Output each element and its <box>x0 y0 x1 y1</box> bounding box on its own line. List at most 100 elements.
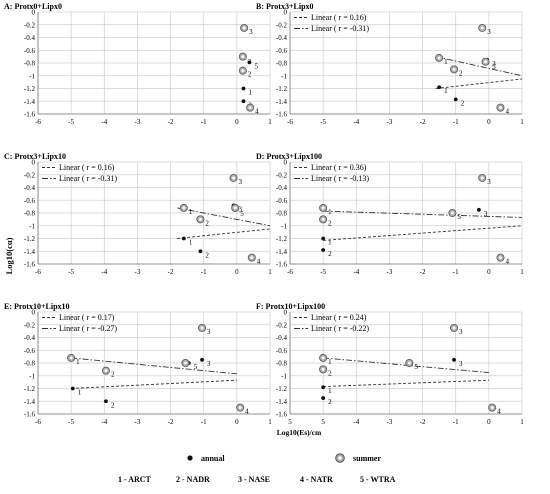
legend-label: Linear ( r = 0.24) <box>311 313 367 322</box>
point-label: 1 <box>248 89 252 97</box>
station-key-1: 1 - ARCT <box>118 475 152 484</box>
summer-point-center <box>200 326 204 330</box>
y-tick-label: -1.6 <box>24 111 36 119</box>
summer-point-center <box>233 206 237 210</box>
station-key-2: 2 - NADR <box>176 475 210 484</box>
point-label: 1 <box>328 239 332 247</box>
summer-point-center <box>242 26 246 30</box>
trendline <box>177 228 271 239</box>
y-tick-label: -0.6 <box>24 47 36 55</box>
legend-label: Linear ( r = -0.27) <box>59 324 117 333</box>
point-label: 2 <box>205 219 209 227</box>
panel-title: C: Protx3+Lipx10 <box>4 152 66 161</box>
y-tick-label: -0.8 <box>276 60 288 68</box>
panel-2: B: Protx3+Lipx00-0.2-0.4-0.6-0.8-1-1.2-1… <box>256 2 524 126</box>
x-tick-label: 1 <box>520 418 524 426</box>
panel-title: D: Protx3+Lipx100 <box>256 152 322 161</box>
point-label: 4 <box>505 258 509 266</box>
x-tick-label: 5 <box>288 418 292 426</box>
y-tick-label: -1.4 <box>24 398 36 406</box>
legend-label: Linear ( r = -0.31) <box>59 174 117 183</box>
x-tick-label: -5 <box>320 118 326 126</box>
legend-label: Linear ( r = 0.16) <box>311 13 367 22</box>
y-tick-label: -1 <box>281 372 287 380</box>
summer-point-center <box>241 69 245 73</box>
point-label: 1 <box>189 208 193 216</box>
y-tick-label: -1.2 <box>24 235 36 243</box>
y-tick-label: -0.6 <box>24 197 36 205</box>
annual-point <box>181 236 186 241</box>
x-tick-label: 0 <box>235 118 239 126</box>
trendline <box>323 379 489 388</box>
y-tick-label: -1.4 <box>276 98 288 106</box>
y-tick-label: -1.6 <box>24 261 36 269</box>
panel-6: F: Protx10+Lipx1000-0.2-0.4-0.6-0.8-1-1.… <box>256 302 524 426</box>
panel-title: E: Protx10+Lipx10 <box>4 302 70 311</box>
x-tick-label: -3 <box>135 268 141 276</box>
point-label: 2 <box>328 398 332 406</box>
annual-point <box>200 357 204 362</box>
x-tick-label: -4 <box>101 268 107 276</box>
y-tick-label: -1.4 <box>24 248 36 256</box>
x-tick-label: -1 <box>201 268 207 276</box>
y-tick-label: -0.8 <box>24 60 36 68</box>
x-tick-label: -6 <box>287 118 293 126</box>
point-label: 3 <box>239 178 243 186</box>
summer-point-center <box>437 56 441 60</box>
y-tick-label: -1.4 <box>276 248 288 256</box>
x-tick-label: -3 <box>135 418 141 426</box>
y-tick-label: -1.6 <box>276 111 288 119</box>
summer-point-center <box>480 26 484 30</box>
panel-title: B: Protx3+Lipx0 <box>256 2 314 11</box>
summer-point-center <box>250 256 254 260</box>
annual-point <box>104 399 108 404</box>
x-tick-label: 1 <box>268 268 272 276</box>
summer-point-center <box>241 55 245 59</box>
y-tick-label: 0 <box>284 159 288 167</box>
summer-marker-key-inner <box>338 456 342 460</box>
point-label: 3 <box>249 28 253 36</box>
summer-point-center <box>321 367 325 371</box>
y-tick-label: -0.2 <box>24 321 36 329</box>
x-tick-label: 0 <box>487 268 491 276</box>
annual-point <box>321 396 326 400</box>
station-key-3: 3 - NASE <box>238 475 270 484</box>
x-tick-label: -5 <box>68 418 74 426</box>
y-axis-label: Log10(cα) <box>4 237 14 274</box>
point-label: 2 <box>248 71 252 79</box>
summer-point-center <box>484 60 487 64</box>
station-key-4: 4 - NATR <box>300 475 333 484</box>
y-tick-label: -0.8 <box>276 210 288 218</box>
annual-point <box>452 357 456 362</box>
summer-point-center <box>321 356 325 360</box>
x-tick-label: -4 <box>353 118 359 126</box>
point-label: 1 <box>444 87 448 95</box>
x-tick-label: -4 <box>101 418 107 426</box>
x-tick-label: -1 <box>453 418 459 426</box>
annual-point <box>321 236 326 241</box>
point-label: 1 <box>328 208 332 216</box>
x-tick-label: -5 <box>320 268 326 276</box>
y-tick-label: -0.8 <box>24 210 36 218</box>
y-tick-label: -0.8 <box>276 360 288 368</box>
x-tick-label: -2 <box>420 118 426 126</box>
x-tick-label: -6 <box>35 268 41 276</box>
point-label: 2 <box>459 69 463 77</box>
panel-1: A: Protx0+Lipx00-0.2-0.4-0.6-0.8-1-1.2-1… <box>4 2 272 126</box>
x-tick-label: 1 <box>268 418 272 426</box>
summer-point-center <box>238 406 242 410</box>
point-label: 2 <box>328 219 332 227</box>
x-tick-label: -5 <box>68 118 74 126</box>
y-tick-label: -0.6 <box>276 47 288 55</box>
x-tick-label: -4 <box>353 418 359 426</box>
annual-point <box>453 97 458 102</box>
y-tick-label: -0.2 <box>276 321 288 329</box>
point-label: 1 <box>328 387 332 395</box>
x-tick-label: -2 <box>168 268 174 276</box>
point-label: 5 <box>194 363 198 371</box>
x-tick-label: -6 <box>35 118 41 126</box>
point-label: 3 <box>459 360 463 368</box>
annual-point <box>247 60 252 65</box>
summer-point-center <box>452 326 456 330</box>
